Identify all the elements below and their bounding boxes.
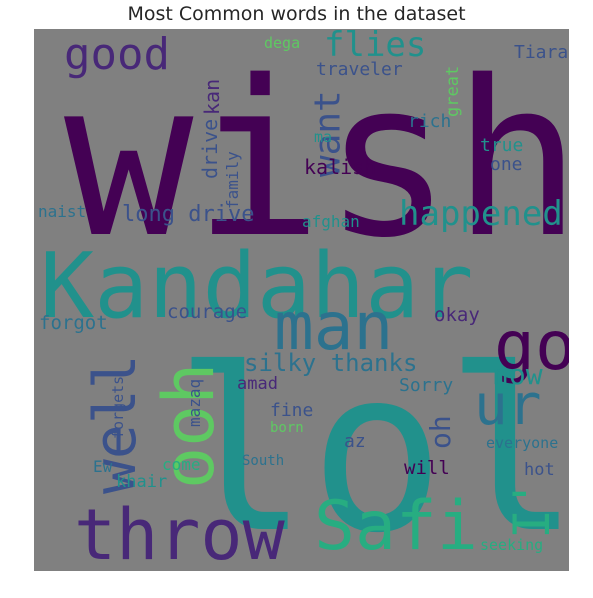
word-courage: courage [167,301,247,323]
chart-title: Most Common words in the dataset [127,3,466,25]
word-will: will [404,457,450,479]
word-silky-thanks: silky thanks [244,349,417,377]
word-naist: naist [38,202,86,221]
word-everyone: everyone [486,434,558,452]
word-mazaq: mazaq [185,379,204,427]
word-okay: okay [434,304,480,326]
word-wish: wish [64,34,569,285]
word-safi: Safi [314,487,478,566]
word-ew: Ew [93,457,113,476]
word-rich: rich [408,111,451,132]
word-sorry: Sorry [399,375,453,396]
word-man: man [274,288,393,365]
word-forgets: forgets [109,376,127,439]
word-ma: ma [314,128,332,146]
word-kan: kan [200,79,224,115]
word-now: now [492,358,543,391]
word-come: come [162,455,201,474]
word-tiara: Tiara [514,42,568,63]
word-long-drive: long drive [122,202,254,227]
word-az: az [344,431,366,452]
word-ur: ur [474,373,541,438]
word-kandahar: Kandahar [40,234,473,339]
word-happened: happened [399,194,563,234]
word-seeking: seeking [480,536,543,554]
cloud-background [34,29,569,571]
word-throw: throw [74,494,286,571]
word-kalish: kalish [304,155,376,179]
word-great: great [443,66,463,117]
word-lol: lol [174,321,569,571]
word-family: family [223,151,242,209]
word-true: true [480,135,523,156]
word-i: I' [503,479,561,539]
word-well: well [81,354,149,494]
word-go: go [494,307,569,386]
word-drive: drive [198,119,222,179]
word-fine: fine [270,400,313,421]
word-one: one [490,154,523,175]
word-dega: dega [264,34,300,52]
word-good: good [64,29,170,80]
word-want: want [308,90,349,177]
word-afghan: afghan [302,212,360,231]
word-khair: khair [116,472,167,492]
word-ooh: ooh [148,363,230,489]
word-flies: flies [324,29,426,65]
word-traveler: traveler [316,59,403,80]
word-oh: oh [424,415,457,449]
word-born: born [270,420,304,436]
word-hot: hot [524,460,555,480]
word-forgot: forgot [39,312,108,334]
word-south: South [242,453,284,469]
word-amad: amad [237,374,278,394]
